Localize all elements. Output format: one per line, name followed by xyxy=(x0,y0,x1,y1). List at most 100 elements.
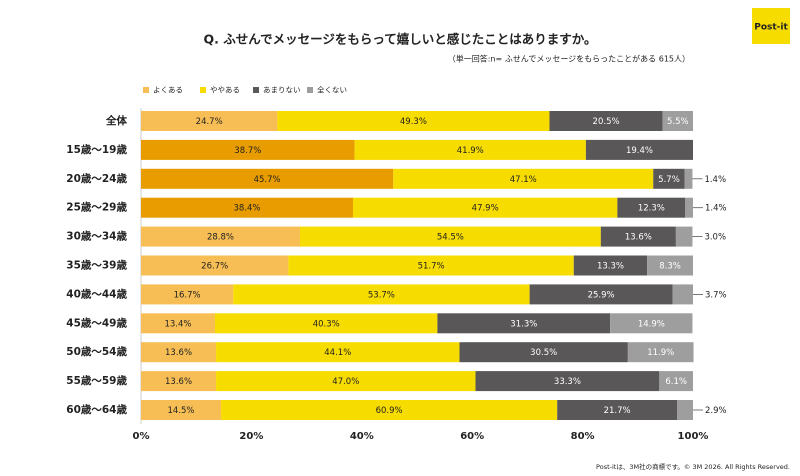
bar-segment xyxy=(141,168,394,189)
data-label: 13.6% xyxy=(165,377,192,387)
data-label: 19.4% xyxy=(626,146,653,156)
logo: Post-it xyxy=(754,23,788,33)
chart-title: Q. ふせんでメッセージをもらって嬉しいと感じたことはありますか。 xyxy=(204,32,597,47)
data-label: 33.3% xyxy=(554,377,581,387)
data-label: 44.1% xyxy=(324,348,351,358)
data-label: 6.1% xyxy=(665,377,687,387)
data-label: 47.0% xyxy=(332,377,359,387)
data-label: 25.9% xyxy=(588,290,615,300)
data-label: 20.5% xyxy=(593,117,620,127)
x-tick-label: 0% xyxy=(133,431,150,442)
legend-label: あまりない xyxy=(263,86,301,95)
chart-subtitle: （単一回答:n= ふせんでメッセージをもらったことがある 615人） xyxy=(448,54,690,64)
bar-segment xyxy=(141,342,217,363)
bar-segment xyxy=(459,342,628,363)
bar-segment xyxy=(216,371,476,392)
data-label: 49.3% xyxy=(400,117,427,127)
bar-segment xyxy=(393,168,654,189)
data-label: 38.4% xyxy=(233,204,260,214)
y-tick-label: 50歳～54歳 xyxy=(66,345,127,358)
bar-segment xyxy=(214,313,438,334)
data-label: 51.7% xyxy=(418,262,445,272)
y-tick-label: 15歳～19歳 xyxy=(66,143,127,156)
data-label: 45.7% xyxy=(254,175,281,185)
data-label: 60.9% xyxy=(376,406,403,416)
legend-swatch xyxy=(307,87,313,93)
bar-segment xyxy=(277,111,550,131)
bar-segment xyxy=(288,255,574,276)
bar-segment xyxy=(141,139,355,160)
data-label: 14.5% xyxy=(168,406,195,416)
data-label: 13.6% xyxy=(625,233,652,243)
bar-segment xyxy=(610,313,693,334)
data-label: 40.3% xyxy=(313,319,340,329)
bar-segment xyxy=(585,139,693,160)
data-label: 2.9% xyxy=(705,406,727,416)
y-tick-label: 40歳～44歳 xyxy=(66,287,127,300)
bar-segment xyxy=(233,284,530,305)
bar-segment xyxy=(141,111,278,131)
bar-segment xyxy=(141,197,353,218)
data-label: 3.0% xyxy=(704,233,726,243)
data-label: 13.3% xyxy=(597,262,624,272)
y-tick-label: 25歳～29歳 xyxy=(66,201,127,214)
x-tick-label: 40% xyxy=(350,431,374,442)
bar-segment xyxy=(141,284,234,305)
data-label: 41.9% xyxy=(457,146,484,156)
bar-segment xyxy=(299,226,601,247)
data-label: 8.3% xyxy=(659,262,681,272)
bar-segment xyxy=(600,226,676,247)
bar-segment xyxy=(549,111,663,131)
data-label: 21.7% xyxy=(604,406,631,416)
bar-segment xyxy=(617,197,686,218)
data-label: 30.5% xyxy=(530,348,557,358)
bar-segment xyxy=(675,226,693,247)
y-tick-label: 55歳～59歳 xyxy=(66,374,127,387)
y-tick-label: 20歳～24歳 xyxy=(66,172,127,185)
x-tick-label: 20% xyxy=(239,431,263,442)
legend-label: よくある xyxy=(153,86,183,95)
footer: Post-itは、3M社の商標です。© 3M 2026. All Rights … xyxy=(596,462,790,471)
data-label: 5.5% xyxy=(667,117,689,127)
data-label: 3.7% xyxy=(705,290,727,300)
bar-segment xyxy=(141,371,217,392)
bar-segment xyxy=(662,111,693,131)
bar-segment xyxy=(659,371,693,392)
bar-segment xyxy=(352,197,618,218)
bar-segment xyxy=(627,342,694,363)
data-label: 24.7% xyxy=(196,117,223,127)
bar-segment xyxy=(216,342,460,363)
bar-segment xyxy=(672,284,693,305)
bar-segment xyxy=(557,400,677,420)
data-label: 31.3% xyxy=(510,319,537,329)
bar-segment xyxy=(141,226,300,247)
bar-segment xyxy=(475,371,660,392)
legend-swatch xyxy=(200,87,206,93)
data-label: 16.7% xyxy=(174,290,201,300)
data-label: 11.9% xyxy=(647,348,674,358)
bar-segment xyxy=(573,255,648,276)
y-tick-label: 30歳～34歳 xyxy=(66,230,127,243)
bar-segment xyxy=(653,168,685,189)
data-label: 12.3% xyxy=(638,204,665,214)
x-tick-label: 80% xyxy=(571,431,595,442)
data-label: 5.7% xyxy=(658,175,680,185)
legend-swatch xyxy=(253,87,259,93)
bar-segment xyxy=(141,255,289,276)
legend-swatch xyxy=(143,87,149,93)
x-tick-label: 60% xyxy=(460,431,484,442)
y-tick-label: 35歳～39歳 xyxy=(66,259,127,272)
bar-segment xyxy=(676,400,693,420)
data-label: 53.7% xyxy=(368,290,395,300)
data-label: 54.5% xyxy=(437,233,464,243)
data-label: 13.4% xyxy=(164,319,191,329)
data-label: 47.9% xyxy=(472,204,499,214)
y-tick-label: 45歳～49歳 xyxy=(66,316,127,329)
legend-label: ややある xyxy=(210,86,240,95)
data-label: 14.9% xyxy=(638,319,665,329)
bar-segment xyxy=(437,313,611,334)
data-label: 26.7% xyxy=(201,262,228,272)
bar-segment xyxy=(221,400,558,420)
